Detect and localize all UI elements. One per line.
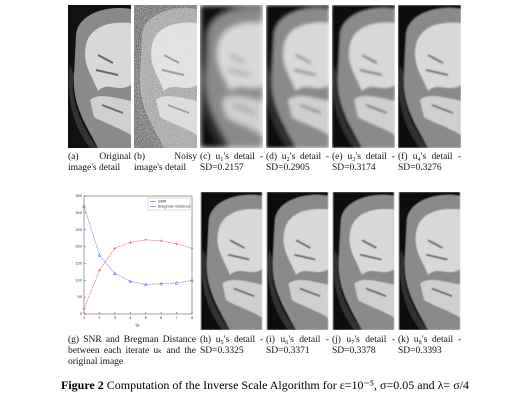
image xyxy=(200,5,263,148)
y-tick-label: 350 xyxy=(75,193,82,198)
x-tick-label: 4 xyxy=(129,315,132,320)
caption: (i) u₆'s detail - SD=0.3371 xyxy=(266,335,329,356)
x-tick-label: 8 xyxy=(191,315,194,320)
y-tick-label: 0 xyxy=(80,311,83,316)
image xyxy=(266,192,329,330)
caption: (f) u₄'s detail - SD=0.3276 xyxy=(398,152,461,173)
point xyxy=(128,279,133,283)
point xyxy=(82,204,86,208)
caption: (e) u₃'s detail - SD=0.3174 xyxy=(332,152,395,173)
point xyxy=(175,242,179,246)
point xyxy=(82,307,86,311)
caption: (a) Original image's detail xyxy=(68,152,131,173)
x-tick-label: 5 xyxy=(145,315,148,320)
point xyxy=(112,271,117,275)
caption: (b) Noisy image's detail xyxy=(134,152,197,173)
x-tick-label: 3 xyxy=(114,315,117,320)
caption: (g) SNR and Bregman Distance between eac… xyxy=(68,335,196,367)
image xyxy=(200,192,263,330)
legend-box xyxy=(147,197,191,211)
image xyxy=(398,5,461,148)
x-axis-label: uₖ xyxy=(136,322,141,328)
point xyxy=(97,252,102,257)
x-tick-label: 7 xyxy=(175,315,178,320)
figure-caption: Figure 2 Computation of the Inverse Scal… xyxy=(0,378,530,393)
point xyxy=(190,246,194,250)
y-tick-label: 50 xyxy=(78,294,83,299)
series-line xyxy=(83,239,193,310)
image xyxy=(266,5,329,148)
figure-text: Computation of the Inverse Scale Algorit… xyxy=(106,378,469,392)
image xyxy=(332,5,395,148)
image xyxy=(68,5,131,148)
point xyxy=(97,268,101,272)
point xyxy=(113,246,117,250)
point xyxy=(174,280,179,285)
image xyxy=(398,192,461,330)
point xyxy=(128,241,132,245)
chart: 0 50 100 150 200 250 300 350 1 2 3 4 5 6 7 8 uₖ SNRBregma… xyxy=(68,190,196,330)
y-tick-label: 150 xyxy=(75,260,82,265)
point xyxy=(159,239,163,243)
caption: (d) u₂'s detail - SD=0.2905 xyxy=(266,152,329,173)
x-tick-label: 6 xyxy=(160,315,163,320)
legend-label: SNR xyxy=(158,199,167,204)
image xyxy=(134,5,197,148)
figure-label: Figure 2 xyxy=(60,378,104,392)
point xyxy=(190,278,194,282)
point xyxy=(159,281,164,286)
y-tick-label: 250 xyxy=(75,227,82,232)
caption: (k) u₈'s detail - SD=0.3393 xyxy=(398,335,461,356)
y-tick-label: 200 xyxy=(75,244,82,249)
plot-frame xyxy=(83,195,193,315)
caption: (c) u₁'s detail - SD=0.2157 xyxy=(200,152,263,173)
y-tick-label: 100 xyxy=(75,277,82,282)
caption: (h) u₅'s detail - SD=0.3325 xyxy=(200,335,263,356)
point xyxy=(143,282,148,286)
image xyxy=(332,192,395,330)
series-line xyxy=(83,206,193,285)
x-tick-label: 1 xyxy=(83,315,86,320)
y-tick-label: 300 xyxy=(75,210,82,215)
caption: (j) u₇'s detail - SD=0.3378 xyxy=(332,335,395,356)
x-tick-label: 2 xyxy=(98,315,101,320)
legend-label: Bregman Distance xyxy=(158,204,192,209)
point xyxy=(144,238,148,242)
chart-background xyxy=(68,190,196,330)
